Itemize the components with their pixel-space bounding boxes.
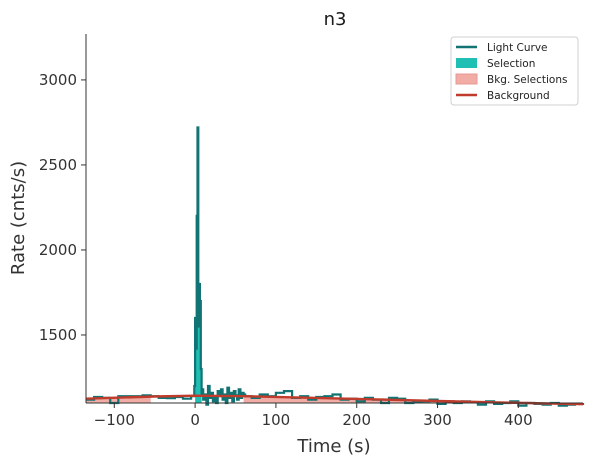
y-tick-label: 3000 — [39, 71, 77, 89]
x-tick-label: −100 — [94, 411, 135, 429]
x-tick-label: 300 — [423, 411, 452, 429]
y-axis-label: Rate (cnts/s) — [8, 161, 29, 275]
light-curve-line — [86, 126, 585, 407]
x-tick-label: 100 — [262, 411, 291, 429]
axes-layer: −100 0 100 200 300 400 1500 2000 2500 3000 — [39, 34, 583, 429]
x-tick-label: 400 — [504, 411, 533, 429]
x-axis-label: Time (s) — [296, 436, 370, 457]
chart-title: n3 — [324, 9, 347, 30]
x-tick-label: 200 — [342, 411, 371, 429]
legend-swatch — [456, 58, 477, 68]
light-curve-layer — [86, 126, 585, 407]
legend: Light Curve Selection Bkg. Selections Backg… — [450, 36, 579, 106]
legend-label: Bkg. Selections — [487, 74, 567, 86]
y-tick-label: 2000 — [39, 241, 77, 259]
x-tick-label: 0 — [190, 411, 200, 429]
legend-label: Light Curve — [487, 42, 548, 54]
y-tick-label: 2500 — [39, 156, 77, 174]
legend-box — [450, 36, 579, 106]
legend-swatch — [455, 73, 478, 85]
y-tick-label: 1500 — [39, 326, 77, 344]
legend-label: Background — [487, 90, 550, 102]
legend-label: Selection — [487, 58, 535, 70]
